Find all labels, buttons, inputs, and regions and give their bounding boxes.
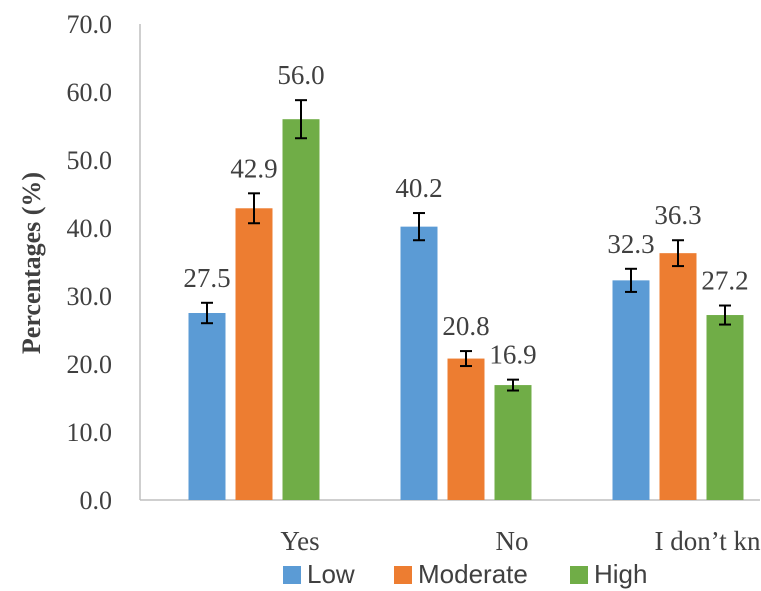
y-tick-label: 50.0 — [67, 146, 113, 175]
legend-swatch — [283, 566, 301, 584]
legend-item-high: High — [570, 559, 647, 589]
data-label: 27.2 — [701, 266, 748, 296]
bar-low-3 — [612, 280, 650, 500]
error-bar — [719, 304, 731, 326]
data-label: 27.5 — [183, 263, 230, 293]
bar-low-1 — [188, 313, 226, 500]
data-label: 40.2 — [395, 173, 442, 203]
error-bar — [672, 239, 684, 268]
legend-item-moderate: Moderate — [394, 559, 528, 589]
y-tick-label: 60.0 — [67, 78, 113, 107]
error-bar — [201, 301, 213, 325]
error-bar — [507, 378, 519, 392]
y-tick-label: 0.0 — [80, 486, 113, 515]
legend-swatch — [570, 566, 588, 584]
bar-moderate-1 — [235, 208, 273, 500]
bars: 27.5 42.9 56.0 40.2 20.816.9 32.336.3 27.2 — [183, 60, 749, 500]
legend: Low Moderate High — [283, 559, 647, 589]
category-labels: Yes No I don’t know — [280, 526, 761, 556]
legend-label: Moderate — [418, 559, 528, 589]
data-label: 42.9 — [230, 153, 277, 183]
bar-high-2 — [494, 385, 532, 500]
data-label: 16.9 — [489, 340, 536, 370]
category-label: No — [496, 526, 529, 556]
y-tick-label: 10.0 — [67, 418, 113, 447]
legend-swatch — [394, 566, 412, 584]
error-bar — [460, 350, 472, 368]
bar-moderate-2 — [447, 358, 485, 500]
y-axis-title: Percentages (%) — [17, 172, 46, 354]
error-bar — [413, 212, 425, 242]
y-tick-label: 30.0 — [67, 282, 113, 311]
legend-label: High — [594, 559, 647, 589]
bar-low-2 — [400, 226, 438, 500]
bar-high-3 — [706, 315, 744, 500]
data-label: 36.3 — [654, 200, 701, 230]
legend-item-low: Low — [283, 559, 355, 589]
y-axis: 0.0 10.0 20.0 30.0 40.0 50.0 60.0 70.0 — [67, 10, 141, 515]
error-bar — [295, 99, 307, 140]
legend-label: Low — [307, 559, 355, 589]
data-label: 56.0 — [277, 60, 324, 90]
bar-high-1 — [282, 119, 320, 500]
data-label: 32.3 — [607, 229, 654, 259]
data-label: 20.8 — [442, 311, 489, 341]
category-label: Yes — [280, 526, 319, 556]
y-tick-label: 70.0 — [67, 10, 113, 39]
bar-moderate-3 — [659, 253, 697, 500]
y-tick-label: 40.0 — [67, 214, 113, 243]
category-label: I don’t know — [655, 526, 761, 556]
error-bar — [248, 192, 260, 225]
y-tick-label: 20.0 — [67, 350, 113, 379]
error-bar — [625, 267, 637, 293]
